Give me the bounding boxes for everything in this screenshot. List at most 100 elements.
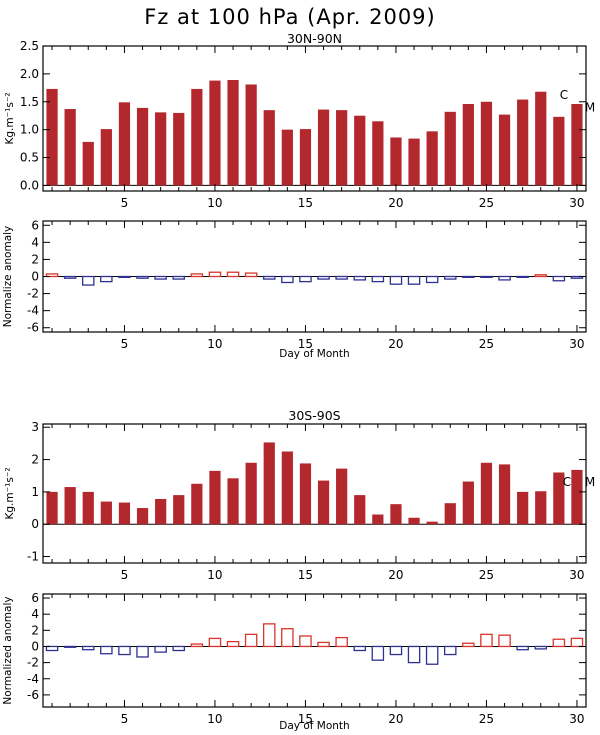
sh_flux-bar-day-2 [64,487,76,525]
nh_anomaly-bar-day-20 [389,275,403,285]
sh_anomaly-xtick-label-5: 5 [121,712,129,726]
sh_flux-bar-day-11 [227,478,239,525]
sh_anomaly-bar-day-29 [552,638,566,648]
sh_anomaly-bar-day-17 [335,636,348,648]
sh_anomaly-bar-day-5 [118,645,131,656]
sh_anomaly-bar-day-6 [136,645,149,658]
nh_flux-annotation-c: C [560,88,568,102]
nh_flux-bar-day-20 [390,137,402,186]
sh_flux-bar-day-8 [173,495,185,525]
sh_flux-xtick-label-10: 10 [207,568,222,582]
sh_anomaly-ytick-label-2: -2 [27,656,39,670]
nh_anomaly-ytick-label-0: -6 [27,321,39,335]
nh_flux-bar-day-22 [426,131,438,186]
nh_anomaly-bar-day-5 [118,275,131,279]
nh_flux-bar-day-14 [281,129,293,186]
sh_flux-bar-day-1 [46,491,58,525]
nh_anomaly-bar-day-19 [371,275,385,283]
nh_flux-bar-day-4 [100,129,112,186]
nh_flux-ytick-label-3: 1.5 [20,95,39,109]
nh_anomaly-bar-day-6 [136,275,149,279]
nh_anomaly-xtick-label-5: 5 [121,337,129,351]
sh_anomaly-bar-day-16 [317,641,330,648]
nh_anomaly-bar-day-1 [45,273,59,278]
sh_anomaly-bar-day-2 [63,645,77,648]
nh_flux-bar-day-19 [372,121,384,186]
sh_anomaly-xtick-label-15: 15 [298,712,313,726]
sh_flux-bar-day-20 [390,504,402,525]
sh_anomaly-ytick-label-4: 2 [31,623,39,637]
nh_flux-bar-day-3 [82,141,94,186]
sh_anomaly-ytick-label-6: 6 [31,591,39,605]
nh_flux-bar-day-15 [299,129,312,186]
nh_flux-bar-day-17 [336,110,348,186]
sh_anomaly-bar-day-4 [100,645,113,655]
sh_flux-ylabel: Kg.m⁻¹s⁻² [4,467,16,519]
sh_flux-bar-day-15 [299,463,312,525]
sh_anomaly-bar-day-19 [371,645,385,661]
nh_anomaly-xtick-label-25: 25 [479,337,494,351]
sh_flux-bar-day-27 [517,491,529,525]
nh_anomaly-bar-day-2 [63,275,77,279]
nh_flux-title: 30N-90N [287,31,342,46]
sh_anomaly-xtick-label-30: 30 [569,712,584,726]
nh_anomaly-bar-day-24 [462,275,475,279]
nh_anomaly-xtick-label-10: 10 [207,337,222,351]
sh_anomaly-bar-day-27 [516,645,529,651]
nh_flux-bar-day-12 [245,84,257,186]
sh_anomaly-bar-day-15 [299,635,312,648]
sh_anomaly-bar-day-13 [262,623,276,648]
sh_anomaly-bar-day-28 [534,645,548,650]
nh_flux-bar-day-13 [263,110,275,186]
nh_anomaly-ylabel: Normalize anomaly [2,226,14,328]
sh_flux-bar-day-9 [191,483,203,525]
nh_anomaly-bar-day-30 [570,275,584,279]
nh_flux-panel: 30N-90N 5 10 15 20 25 30 0.0 0.5 1.0 1.5 2.0 2.5 Kg.m… [4,31,595,210]
sh_anomaly-ytick-label-3: 0 [31,639,39,653]
nh_flux-bar-day-25 [480,101,493,186]
nh_flux-bar-day-26 [498,114,511,186]
nh_flux-xtick-label-30: 30 [569,196,584,210]
nh_anomaly-xtick-label-20: 20 [388,337,403,351]
sh_flux-plot-frame [42,423,587,564]
nh_flux-bar-day-5 [118,102,131,186]
sh_flux-bar-day-24 [462,481,474,525]
sh_flux-ytick-label-0: -1 [27,550,39,564]
nh_anomaly-bar-day-18 [353,275,367,281]
sh_anomaly-xlabel: Day of Month [279,720,349,732]
nh_flux-bar-day-8 [173,112,185,186]
nh_anomaly-bar-day-13 [262,275,276,280]
sh_flux-bar-day-23 [444,503,456,525]
sh_flux-ytick-label-2: 1 [31,485,39,499]
sh_anomaly-ytick-label-0: -6 [27,688,39,702]
nh_anomaly-xtick-label-15: 15 [298,337,313,351]
nh_anomaly-panel: 5 10 15 20 25 30 -6 -4 -2 0 2 4 6 Normalize anomaly Da… [2,218,587,360]
nh_flux-bar-day-11 [227,80,239,186]
nh_flux-annotation-m: M [585,100,595,114]
nh_anomaly-bar-day-7 [154,275,167,280]
sh_flux-bar-day-29 [553,472,565,525]
nh_anomaly-bar-day-26 [498,275,511,281]
sh_flux-bar-day-16 [317,480,330,525]
sh_anomaly-xtick-label-20: 20 [388,712,403,726]
sh_flux-bar-day-30 [571,469,583,525]
sh_flux-ytick-label-3: 2 [31,453,39,467]
nh_anomaly-ytick-label-3: 0 [31,270,39,284]
sh_flux-bar-day-13 [263,442,275,525]
nh_flux-ytick-label-1: 0.5 [20,151,39,165]
sh_flux-annotation-c: C [563,475,571,489]
nh_anomaly-xlabel: Day of Month [279,348,349,360]
nh_anomaly-bar-day-4 [100,275,113,283]
nh_anomaly-bar-day-28 [534,274,548,278]
nh_anomaly-bar-day-8 [172,275,186,280]
nh_anomaly-bar-day-25 [480,275,493,279]
nh_flux-xtick-label-20: 20 [388,196,403,210]
nh_anomaly-bar-day-11 [226,271,240,278]
sh_anomaly-bar-day-10 [208,637,222,648]
nh_anomaly-bar-day-3 [81,275,95,286]
nh_flux-bar-day-30 [571,104,583,186]
sh_flux-panel: 30S-90S 5 10 15 20 25 30 -1 0 1 2 3 Kg.m⁻¹s⁻² C M [4,408,595,582]
sh_flux-ytick-label-1: 0 [31,517,39,531]
sh_anomaly-xtick-label-25: 25 [479,712,494,726]
